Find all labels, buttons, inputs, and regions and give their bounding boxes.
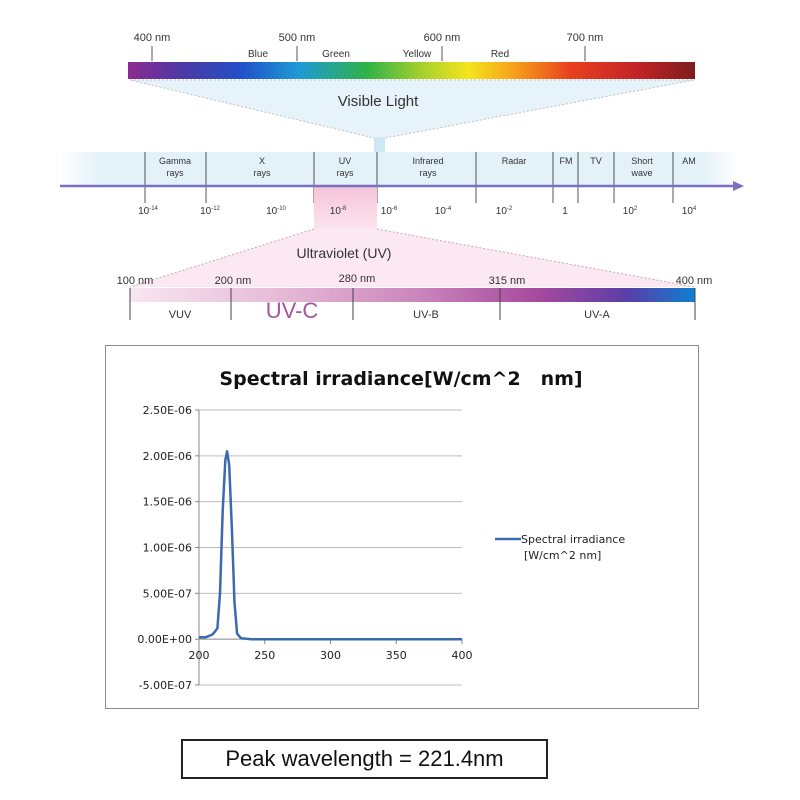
wavelength-exponent-label: 10-2: [496, 206, 513, 217]
uv-band-label: VUV: [169, 309, 192, 321]
band-name: UV: [339, 156, 352, 166]
spectral-irradiance-chart: Spectral irradiance[W/cm^2 nm] -5.00E-07…: [105, 345, 699, 709]
uv-nm-label: 200 nm: [215, 275, 252, 287]
wavelength-exponent-label: 10-14: [138, 206, 158, 217]
band-sub: rays: [336, 168, 354, 178]
y-tick-label: 2.50E-06: [143, 404, 192, 417]
chart-title: Spectral irradiance[W/cm^2 nm]: [219, 368, 582, 390]
color-name-label: Red: [491, 49, 509, 60]
uv-band-dividers: [129, 288, 696, 320]
y-tick-label: 1.50E-06: [143, 496, 192, 509]
band-name: Short: [631, 156, 653, 166]
visible-spectrum-bar: [128, 62, 695, 79]
axis-arrow-icon: [733, 181, 744, 191]
chart-frame: [105, 345, 699, 709]
wavelength-exponent-label: 104: [682, 206, 697, 217]
uv-band-label: UV-B: [413, 309, 439, 321]
uv-highlight-column: [314, 187, 377, 229]
visible-nm-label: 700 nm: [567, 32, 604, 44]
visible-nm-label: 600 nm: [424, 32, 461, 44]
y-tick-label: 2.00E-06: [143, 450, 192, 463]
series-line: [199, 450, 462, 641]
legend-label: Spectral irradiance [W/cm^2 nm]: [521, 533, 625, 562]
x-tick-labels: 200 250 300 350 400: [189, 649, 473, 662]
y-tick-label: -5.00E-07: [139, 679, 192, 692]
uv-nm-label: 400 nm: [676, 275, 713, 287]
uv-nm-label: 100 nm: [117, 275, 154, 287]
x-tick-label: 300: [320, 649, 341, 662]
uv-band-label-highlight: UV-C: [266, 298, 319, 323]
wavelength-exponent-label: 10-4: [435, 206, 452, 217]
band-name: FM: [560, 156, 573, 166]
x-tick-label: 350: [386, 649, 407, 662]
peak-wavelength-label: Peak wavelength = 221.4nm: [225, 746, 504, 771]
wavelength-exponent-label: 10-10: [266, 206, 286, 217]
em-spectrum-diagram: 400 nm 500 nm 600 nm 700 nm Blue Green Y…: [60, 32, 744, 323]
y-tick-label: 0.00E+00: [137, 633, 192, 646]
y-tick-labels: -5.00E-07 0.00E+00 5.00E-07 1.00E-06 1.50E-0…: [137, 404, 192, 692]
band-sub: rays: [253, 168, 271, 178]
band-sub: rays: [166, 168, 184, 178]
x-tick-label: 250: [254, 649, 275, 662]
wavelength-exponent-label: 102: [623, 206, 638, 217]
chart-gridlines: [199, 409, 462, 686]
peak-wavelength-box: Peak wavelength = 221.4nm: [181, 739, 548, 779]
band-name: Infrared: [412, 156, 443, 166]
y-tick-label: 5.00E-07: [143, 587, 192, 600]
color-name-label: Green: [322, 49, 350, 60]
band-name: TV: [590, 156, 602, 166]
wavelength-exponent-label: 10-12: [200, 206, 220, 217]
visible-funnel: [129, 79, 695, 139]
wavelength-exponent-label: 10-6: [381, 206, 398, 217]
band-name: Gamma: [159, 156, 191, 166]
visible-light-title: Visible Light: [338, 93, 419, 110]
chart-series: [199, 450, 462, 641]
visible-ticks: [151, 46, 586, 61]
uv-spectrum-bar: [130, 288, 695, 302]
band-sub: wave: [630, 168, 652, 178]
band-strip: [60, 152, 740, 186]
uv-nm-label: 280 nm: [339, 273, 376, 285]
band-name: X: [259, 156, 265, 166]
wavelength-exponent-label: 10-8: [330, 206, 347, 217]
x-tick-label: 200: [189, 649, 210, 662]
uv-band-label: UV-A: [584, 309, 610, 321]
band-name: Radar: [502, 156, 527, 166]
x-tick-label: 400: [452, 649, 473, 662]
y-tick-label: 1.00E-06: [143, 542, 192, 555]
visible-nm-label: 400 nm: [134, 32, 171, 44]
color-name-label: Blue: [248, 49, 268, 60]
visible-nm-label: 500 nm: [279, 32, 316, 44]
band-sub: rays: [419, 168, 437, 178]
uv-title: Ultraviolet (UV): [297, 245, 392, 261]
color-name-label: Yellow: [403, 49, 432, 60]
wavelength-exponent-label: 1: [562, 206, 568, 217]
band-name: AM: [682, 156, 696, 166]
chart-legend: Spectral irradiance [W/cm^2 nm]: [495, 533, 625, 562]
uv-nm-label: 315 nm: [489, 275, 526, 287]
uv-funnel: [130, 229, 695, 287]
